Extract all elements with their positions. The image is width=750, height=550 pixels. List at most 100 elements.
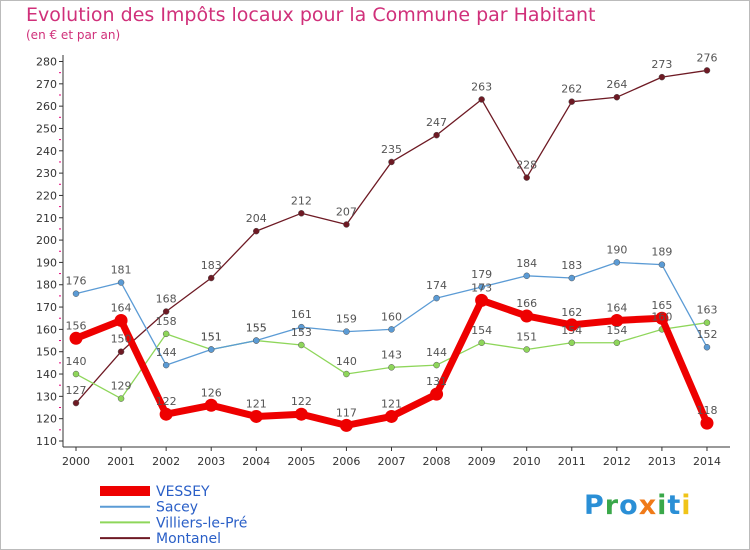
logo-letter: o [619, 490, 639, 521]
data-point [343, 328, 350, 335]
x-tick-label: 2000 [62, 455, 90, 468]
data-label: 168 [156, 293, 177, 306]
data-point [478, 96, 485, 103]
data-point [207, 274, 215, 282]
y-tick-label: 170 [36, 301, 57, 314]
y-tick-label: 150 [36, 346, 57, 359]
data-label: 162 [561, 306, 582, 319]
data-point [523, 174, 530, 181]
data-label: 144 [156, 346, 177, 359]
data-point [520, 309, 534, 323]
data-label: 273 [651, 58, 672, 71]
data-label: 158 [156, 315, 177, 328]
data-point [658, 261, 666, 268]
data-label: 228 [516, 159, 537, 172]
data-label: 174 [426, 279, 447, 292]
legend-label: Montanel [156, 531, 221, 547]
data-label: 165 [651, 299, 672, 312]
data-label: 190 [606, 243, 627, 256]
data-label: 150 [111, 333, 132, 346]
data-label: 151 [201, 330, 222, 343]
y-tick-label: 210 [36, 212, 57, 225]
data-point [114, 313, 128, 327]
y-tick-label: 230 [36, 167, 57, 180]
data-point [610, 313, 624, 327]
logo-letter: i [681, 490, 692, 521]
data-label: 155 [246, 322, 267, 335]
data-point [433, 131, 440, 139]
data-label: 207 [336, 205, 357, 218]
data-point [253, 227, 260, 235]
data-label: 126 [201, 386, 222, 399]
data-label: 204 [246, 212, 267, 225]
data-point [162, 308, 170, 315]
data-point [613, 93, 621, 101]
data-label: 153 [291, 326, 312, 339]
x-tick-label: 2006 [332, 455, 360, 468]
data-point [162, 361, 170, 369]
data-point [72, 290, 80, 297]
data-label: 122 [156, 395, 177, 408]
chart-title: Evolution des Impôts locaux pour la Comm… [26, 4, 596, 26]
y-tick-label: 250 [36, 122, 57, 135]
x-tick-label: 2004 [242, 455, 270, 468]
data-point [388, 158, 395, 166]
x-tick-label: 2005 [287, 455, 315, 468]
logo-letter: r [604, 490, 620, 521]
x-tick-label: 2002 [152, 455, 180, 468]
data-label: 184 [516, 257, 537, 270]
y-tick-label: 120 [36, 413, 57, 426]
data-label: 160 [651, 310, 672, 323]
data-label: 247 [426, 116, 447, 129]
data-label: 263 [471, 80, 492, 93]
data-label: 155 [246, 322, 267, 335]
x-tick-label: 2014 [693, 455, 721, 468]
data-point [478, 283, 485, 291]
y-tick-label: 110 [36, 435, 57, 448]
data-label: 262 [561, 83, 582, 96]
data-label: 160 [381, 310, 402, 323]
x-tick-label: 2011 [558, 455, 586, 468]
logo-letter: t [667, 490, 682, 521]
y-tick-label: 180 [36, 279, 57, 292]
y-tick-label: 280 [36, 56, 57, 69]
y-tick-label: 240 [36, 145, 57, 158]
data-point [433, 361, 440, 369]
data-point [568, 339, 576, 347]
data-label: 276 [696, 51, 717, 64]
data-label: 235 [381, 143, 402, 156]
data-label: 189 [651, 246, 672, 259]
data-label: 122 [291, 395, 312, 408]
data-label: 166 [516, 297, 537, 310]
data-point [703, 319, 711, 326]
data-label: 143 [381, 348, 402, 361]
data-point [700, 416, 714, 430]
data-label: 212 [291, 194, 312, 207]
x-tick-label: 2010 [513, 455, 541, 468]
y-tick-label: 130 [36, 390, 57, 403]
data-point [343, 221, 350, 228]
data-label: 159 [336, 313, 357, 326]
data-point [613, 339, 621, 347]
data-point [703, 67, 711, 74]
data-label: 121 [381, 397, 402, 410]
data-point [298, 323, 305, 331]
data-point [523, 346, 530, 353]
data-label: 164 [606, 301, 627, 314]
y-tick-label: 190 [36, 256, 57, 269]
data-point [523, 272, 530, 280]
data-label: 140 [336, 355, 357, 368]
data-label: 156 [66, 319, 87, 332]
y-tick-label: 260 [36, 100, 57, 113]
logo-letter: i [657, 490, 668, 521]
data-point [159, 407, 173, 421]
data-label: 151 [201, 330, 222, 343]
data-point [298, 341, 305, 349]
data-point [204, 398, 218, 412]
data-label: 118 [696, 404, 717, 417]
data-point [565, 318, 579, 332]
data-label: 127 [66, 384, 87, 397]
data-point [388, 326, 395, 333]
